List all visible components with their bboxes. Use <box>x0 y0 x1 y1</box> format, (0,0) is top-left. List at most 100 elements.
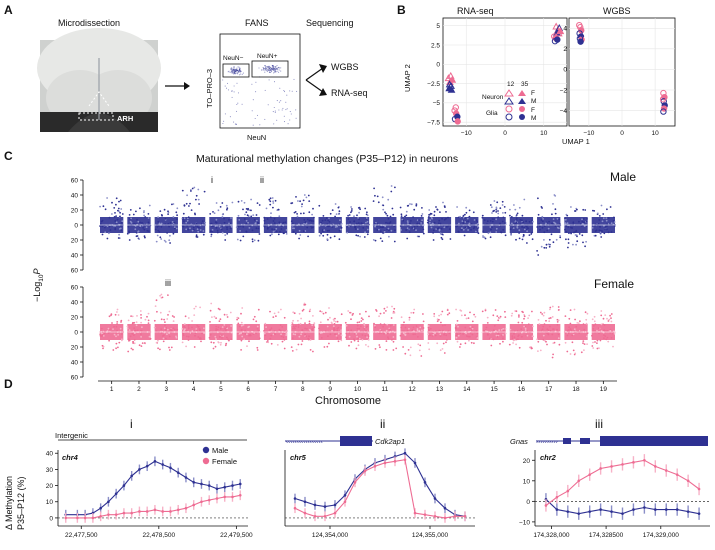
lineplot-point <box>200 500 203 504</box>
lineplot-ytick-label: 0 <box>49 515 53 522</box>
manhattan-point <box>182 334 185 337</box>
manhattan-point <box>596 347 599 350</box>
manhattan-point <box>263 225 266 228</box>
fans-event <box>267 67 269 69</box>
lineplot-point <box>192 503 196 507</box>
manhattan-point <box>358 337 361 340</box>
manhattan-point <box>557 337 560 340</box>
manhattan-point <box>200 340 202 343</box>
neun-pos-label: NeuN+ <box>257 53 278 60</box>
manhattan-point <box>470 229 472 231</box>
manhattan-point <box>218 225 221 228</box>
manhattan-point <box>378 315 380 318</box>
manhattan-point <box>474 315 477 318</box>
manhattan-point <box>263 216 266 219</box>
manhattan-point <box>140 321 143 324</box>
fans-event <box>261 69 263 71</box>
manhattan-point <box>301 340 304 342</box>
manhattan-point <box>366 214 369 217</box>
manhattan-point <box>373 187 375 190</box>
lineplot-point <box>76 516 79 520</box>
manhattan-point <box>208 336 211 339</box>
manhattan-point <box>568 326 570 328</box>
manhattan-point <box>144 318 147 321</box>
manhattan-point <box>606 208 608 211</box>
chromosome-axis-label: Chromosome <box>315 395 381 407</box>
manhattan-point <box>130 347 133 350</box>
manhattan-point <box>171 203 173 206</box>
manhattan-point <box>127 350 130 353</box>
manhattan-point <box>117 207 120 210</box>
lineplot-point <box>313 514 317 518</box>
manhattan-point <box>356 214 358 217</box>
manhattan-point <box>441 324 444 327</box>
manhattan-point <box>524 327 527 330</box>
manhattan-point <box>280 223 282 225</box>
manhattan-point <box>440 227 443 230</box>
manhattan-point <box>280 333 282 336</box>
manhattan-point <box>245 219 248 222</box>
manhattan-point <box>298 229 301 232</box>
manhattan-point <box>176 214 179 217</box>
manhattan-point <box>379 237 382 240</box>
manhattan-point <box>491 226 493 229</box>
manhattan-point <box>346 231 349 234</box>
manhattan-point <box>440 321 442 324</box>
manhattan-point <box>400 215 403 218</box>
lineplot-point <box>161 463 164 466</box>
manhattan-point <box>404 215 406 218</box>
manhattan-point <box>129 335 132 338</box>
manhattan-point <box>364 231 366 234</box>
manhattan-point <box>548 320 551 323</box>
log-p-axis-label: −Log10P <box>32 268 45 302</box>
panel-d-ii-numeral: ii <box>380 417 385 431</box>
manhattan-point <box>242 225 245 228</box>
arrow-rnaseq-head <box>319 88 327 96</box>
lineplot-point <box>610 510 613 513</box>
strand-arrows-iii: ›››››››››› <box>536 439 558 446</box>
manhattan-point <box>243 338 246 341</box>
manhattan-point <box>312 350 314 353</box>
manhattan-point <box>461 227 463 230</box>
manhattan-point <box>455 336 458 339</box>
manhattan-point <box>329 236 332 239</box>
manhattan-point <box>521 335 523 338</box>
manhattan-point <box>388 235 390 238</box>
manhattan-point <box>215 221 218 224</box>
manhattan-point <box>182 218 185 221</box>
manhattan-point <box>226 207 229 210</box>
lineplot-point <box>223 495 227 499</box>
manhattan-point <box>599 339 602 342</box>
manhattan-point <box>160 293 163 296</box>
manhattan-point <box>593 315 596 318</box>
manhattan-point <box>223 217 226 220</box>
manhattan-point <box>99 225 101 227</box>
manhattan-point <box>130 217 133 220</box>
manhattan-point <box>539 228 541 231</box>
manhattan-point <box>393 307 396 310</box>
manhattan-point <box>212 211 214 213</box>
manhattan-point <box>136 315 138 317</box>
manhattan-point <box>160 225 163 228</box>
manhattan-point <box>572 223 575 226</box>
manhattan-point <box>495 211 498 213</box>
manhattan-point <box>610 231 613 233</box>
manhattan-point <box>432 333 435 336</box>
manhattan-point <box>256 346 259 349</box>
manhattan-point <box>509 228 512 231</box>
manhattan-point <box>291 202 294 204</box>
manhattan-point <box>429 334 431 337</box>
manhattan-point <box>356 324 359 327</box>
manhattan-point <box>405 229 408 231</box>
manhattan-point <box>116 329 118 332</box>
fans-event <box>238 66 240 68</box>
manhattan-point <box>354 225 356 228</box>
manhattan-point <box>361 338 364 341</box>
manhattan-point <box>338 238 341 241</box>
manhattan-point <box>319 310 322 313</box>
brain-slice-image: ARH <box>37 28 161 132</box>
manhattan-point <box>147 217 150 219</box>
manhattan-point <box>270 329 272 331</box>
manhattan-point <box>564 217 566 220</box>
manhattan-point <box>356 321 359 324</box>
